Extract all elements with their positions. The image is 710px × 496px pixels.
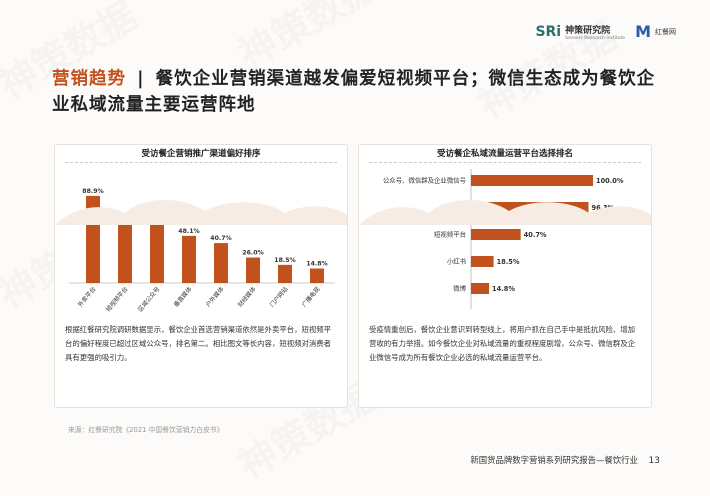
- category-label: 广播电视: [300, 285, 322, 309]
- right-panel-text: 受疫情重创后，餐饮企业意识到转型线上，将用户抓在自己手中是抵抗风险、增加营收的有…: [369, 325, 636, 362]
- category-label: 门户网站: [268, 285, 290, 309]
- title-tag: 营销趋势: [52, 69, 126, 89]
- data-label: 63.0%: [114, 213, 135, 220]
- category-label: 短视频平台: [434, 230, 466, 239]
- category-label: 小程序: [447, 203, 467, 212]
- right-panel: 受访餐企私域流量运营平台选择排名 公众号、微信群及企业微信号 100.0% 小程序 9…: [358, 144, 652, 408]
- divider: [369, 162, 641, 163]
- left-panel-text: 根据红餐研究院调研数据显示，餐饮企业首选营销渠道依然是外卖平台，短视频平台的偏好…: [65, 325, 332, 362]
- category-label: 短视频平台: [104, 285, 129, 313]
- data-label: 14.8%: [306, 260, 327, 267]
- hongcan-name: 红餐网: [655, 27, 676, 36]
- bar: [214, 243, 228, 283]
- bar: [150, 224, 164, 283]
- title-separator: |: [137, 69, 145, 89]
- footer: 新国货品牌数字营销系列研究报告—餐饮行业 13: [470, 454, 660, 466]
- data-label: 40.7%: [210, 235, 231, 242]
- data-label: 18.5%: [274, 257, 295, 264]
- bar: [471, 175, 593, 186]
- category-label: 微博: [453, 284, 466, 293]
- data-label: 88.9%: [82, 188, 103, 195]
- data-label: 14.8%: [492, 285, 515, 293]
- bar: [86, 195, 100, 283]
- title-text: 餐饮企业营销渠道越发偏爱短视频平台；微信生态成为餐饮企业私域流量主要运营阵地: [52, 69, 656, 115]
- bar: [118, 221, 132, 283]
- category-label: 小红书: [447, 257, 467, 266]
- bar: [310, 268, 324, 283]
- footer-text: 新国货品牌数字营销系列研究报告—餐饮行业: [470, 455, 638, 465]
- data-label: 48.1%: [178, 228, 199, 235]
- sri-logo: SRi 神策研究院 Sensors Research Institute: [535, 23, 625, 41]
- page-title: 营销趋势 | 餐饮企业营销渠道越发偏爱短视频平台；微信生态成为餐饮企业私域流量主…: [52, 66, 662, 118]
- right-panel-title: 受访餐企私域流量运营平台选择排名: [436, 149, 573, 159]
- left-panel: 受访餐企营销推广渠道偏好排序 88.9% 外卖平台 63.0% 短视频平台 59.3% 区…: [54, 144, 348, 408]
- left-panel-title: 受访餐企营销推广渠道偏好排序: [141, 149, 261, 159]
- sri-name: 神策研究院: [565, 25, 611, 36]
- data-label: 18.5%: [497, 258, 520, 266]
- bar: [182, 235, 196, 283]
- data-label: 40.7%: [524, 231, 547, 239]
- data-label: 59.3%: [146, 217, 167, 224]
- left-bar-chart: 88.9% 外卖平台 63.0% 短视频平台 59.3% 区域公众号 48.1% 垂直媒体 40…: [69, 188, 335, 313]
- data-label: 26.0%: [242, 250, 263, 257]
- category-label: 区域公众号: [136, 285, 161, 313]
- category-label: 财经媒体: [236, 285, 258, 309]
- page-number: 13: [648, 456, 660, 466]
- bar: [246, 257, 260, 283]
- sri-subtitle: Sensors Research Institute: [565, 35, 626, 41]
- header-logos: SRi 神策研究院 Sensors Research Institute M 红…: [535, 22, 676, 41]
- data-label: 100.0%: [596, 177, 624, 185]
- sri-mark: SRi: [535, 23, 562, 40]
- source-note: 来源：红餐研究院《2021 中国餐饮营销力白皮书》: [68, 426, 224, 434]
- category-label: 户外媒体: [204, 285, 226, 309]
- bar: [278, 264, 292, 283]
- data-label: 96.3%: [591, 204, 614, 212]
- bar: [471, 229, 521, 240]
- bar: [471, 256, 494, 267]
- right-bar-chart: 公众号、微信群及企业微信号 100.0% 小程序 96.3% 短视频平台 40.7% 小红书…: [383, 169, 624, 309]
- bar: [471, 202, 589, 213]
- hongcan-mark-icon: M: [635, 22, 651, 41]
- divider: [65, 162, 337, 163]
- category-label: 外卖平台: [76, 285, 98, 309]
- hongcan-logo: M 红餐网: [635, 22, 676, 41]
- bar: [471, 283, 490, 294]
- category-label: 公众号、微信群及企业微信号: [383, 176, 466, 185]
- category-label: 垂直媒体: [172, 285, 194, 309]
